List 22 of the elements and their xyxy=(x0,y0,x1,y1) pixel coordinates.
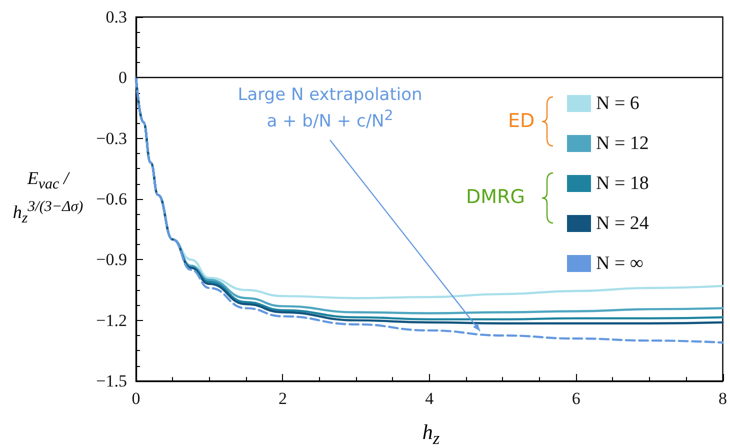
legend-label: N = 12 xyxy=(596,133,649,154)
annotation: DMRG xyxy=(466,186,525,208)
x-tick-label: 6 xyxy=(572,389,580,408)
annotation: ED xyxy=(508,110,535,132)
annotation: Large N extrapolation xyxy=(238,85,422,105)
x-tick-label: 8 xyxy=(718,389,727,408)
y-tick-label: −0.3 xyxy=(96,128,127,148)
legend-label: N = 18 xyxy=(596,173,649,194)
y-tick-label: −0.9 xyxy=(96,250,127,270)
y-tick-label: 0.3 xyxy=(106,8,127,26)
legend-label: N = ∞ xyxy=(596,253,644,274)
legend-label: N = 24 xyxy=(596,213,650,234)
annotation: a + b/N + c/N$^{2}$ xyxy=(266,108,394,132)
x-axis-title: h$_{z}$ xyxy=(422,420,440,448)
y-tick-label: −1.5 xyxy=(96,372,127,390)
y-tick-label: −1.2 xyxy=(96,310,127,330)
y-tick-label: −0.6 xyxy=(96,190,127,208)
x-tick-label: 2 xyxy=(278,389,287,408)
legend-label: N = 6 xyxy=(596,93,640,114)
x-tick-label: 4 xyxy=(425,389,434,408)
y-tick-label: 0 xyxy=(118,68,127,88)
x-tick-label: 0 xyxy=(132,389,140,408)
